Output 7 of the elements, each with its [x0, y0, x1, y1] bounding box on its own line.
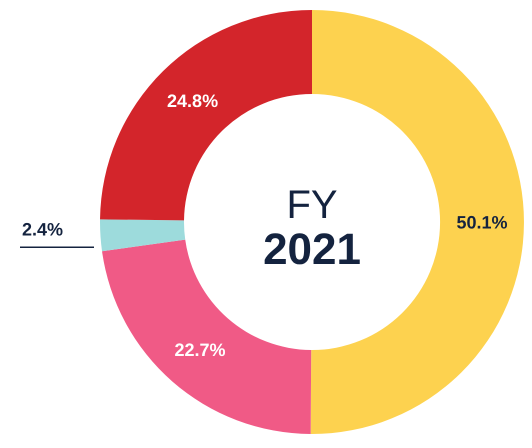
data-label: 2.4%	[22, 219, 64, 240]
donut-slice	[100, 219, 186, 252]
data-label: 22.7%	[174, 340, 226, 360]
text: 2021	[263, 225, 361, 274]
text: FY	[286, 183, 338, 227]
data-label: 50.1%	[456, 212, 508, 233]
data-label: 24.8%	[167, 91, 218, 112]
